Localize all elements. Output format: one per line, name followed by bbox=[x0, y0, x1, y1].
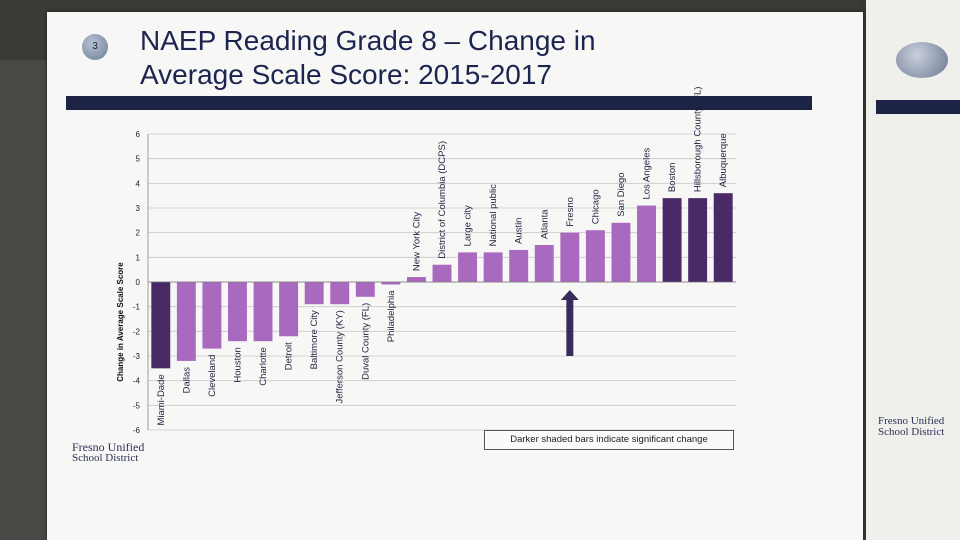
category-label: Houston bbox=[232, 347, 243, 382]
slide-title-line2: Average Scale Score: 2015-2017 bbox=[140, 59, 552, 90]
bar-national-public bbox=[483, 252, 503, 282]
category-label: National public bbox=[488, 184, 499, 247]
category-label: Atlanta bbox=[539, 209, 550, 239]
category-label: Philadelphia bbox=[386, 290, 397, 342]
bar-detroit bbox=[279, 282, 299, 337]
category-label: Fresno bbox=[565, 197, 576, 227]
category-label: Large city bbox=[463, 205, 474, 246]
y-axis-title: Change in Average Scale Score bbox=[116, 262, 125, 382]
bar-cleveland bbox=[202, 282, 222, 349]
bar-dallas bbox=[176, 282, 196, 361]
category-label: Jefferson County (KY) bbox=[335, 310, 346, 403]
bar-los-angeles bbox=[637, 205, 656, 282]
category-label: Boston bbox=[667, 163, 678, 193]
bar-large-city bbox=[458, 252, 478, 282]
category-label: Cleveland bbox=[207, 355, 218, 397]
logo-line1: Fresno Unified bbox=[72, 440, 145, 454]
slide-number-badge: 3 bbox=[82, 34, 108, 60]
next-slide-panel: Fresno Unified School District bbox=[866, 0, 960, 540]
category-label: Dallas bbox=[181, 367, 192, 394]
y-tick-label: 0 bbox=[136, 278, 141, 287]
category-label: Los Angeles bbox=[642, 148, 653, 200]
bar-houston bbox=[228, 282, 247, 342]
bar-jefferson-county-ky bbox=[330, 282, 350, 305]
highlight-arrow-icon bbox=[560, 290, 579, 300]
bar-duval-county-fl bbox=[355, 282, 375, 297]
legend-note-box: Darker shaded bars indicate significant … bbox=[484, 430, 734, 450]
y-tick-label: 2 bbox=[136, 229, 141, 238]
logo-line2: School District bbox=[72, 452, 139, 464]
bar-miami-dade bbox=[151, 282, 171, 369]
category-label: Duval County (FL) bbox=[360, 303, 371, 380]
bar-albuquerque bbox=[713, 193, 733, 282]
category-label: Chicago bbox=[590, 189, 601, 224]
y-tick-label: -6 bbox=[133, 426, 141, 435]
category-label: Austin bbox=[514, 218, 525, 244]
slide-title: NAEP Reading Grade 8 – Change in Average… bbox=[140, 24, 740, 92]
next-slide-number-circle bbox=[896, 42, 948, 78]
legend-note-text: Darker shaded bars indicate significant … bbox=[510, 434, 708, 445]
y-tick-label: 6 bbox=[136, 130, 141, 139]
bar-boston bbox=[662, 198, 682, 282]
bar-chicago bbox=[585, 230, 605, 282]
bar-austin bbox=[509, 249, 529, 282]
bar-new-york-city bbox=[406, 277, 426, 282]
category-label: Hillsborough County (FL) bbox=[693, 87, 704, 193]
category-label: New York City bbox=[411, 212, 422, 271]
bar-philadelphia bbox=[381, 282, 401, 285]
next-slide-logo: Fresno Unified School District bbox=[878, 416, 960, 438]
y-tick-label: -1 bbox=[133, 303, 141, 312]
y-tick-label: -2 bbox=[133, 327, 141, 336]
y-tick-label: -3 bbox=[133, 352, 141, 361]
y-tick-label: 4 bbox=[136, 179, 141, 188]
next-logo-line1: Fresno Unified bbox=[878, 415, 945, 427]
background-wall-left bbox=[0, 60, 50, 540]
highlight-arrow-shaft bbox=[566, 298, 574, 356]
district-logo: Fresno Unified School District bbox=[72, 440, 162, 464]
bar-fresno bbox=[560, 232, 580, 282]
bar-baltimore-city bbox=[304, 282, 324, 305]
category-label: Miami-Dade bbox=[156, 374, 167, 425]
y-tick-label: 1 bbox=[136, 253, 141, 262]
y-tick-label: -4 bbox=[133, 377, 141, 386]
category-label: Baltimore City bbox=[309, 310, 320, 369]
y-tick-label: -5 bbox=[133, 401, 141, 410]
category-label: San Diego bbox=[616, 172, 627, 216]
bar-san-diego bbox=[611, 222, 631, 282]
bar-atlanta bbox=[534, 245, 554, 282]
category-label: Detroit bbox=[284, 342, 295, 370]
bar-district-of-columbia-dcps bbox=[432, 264, 452, 282]
category-label: Charlotte bbox=[258, 347, 269, 386]
bar-charlotte bbox=[253, 282, 273, 342]
y-tick-label: 3 bbox=[136, 204, 141, 213]
next-slide-title-bar bbox=[876, 100, 960, 114]
y-tick-label: 5 bbox=[136, 155, 141, 164]
category-label: Albuquerque bbox=[718, 133, 729, 187]
slide-title-line1: NAEP Reading Grade 8 – Change in bbox=[140, 25, 596, 56]
category-label: District of Columbia (DCPS) bbox=[437, 141, 448, 259]
bar-hillsborough-county-fl bbox=[688, 198, 708, 282]
next-logo-line2: School District bbox=[878, 426, 945, 438]
title-underline-bar bbox=[66, 96, 812, 110]
